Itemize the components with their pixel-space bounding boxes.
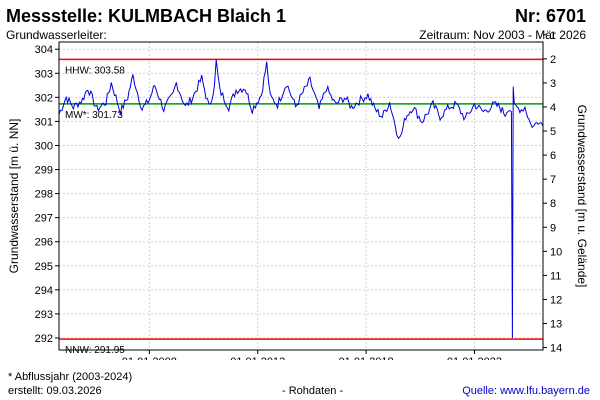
reference-label: NNW: 291.95 (65, 345, 125, 356)
y-tick-label: 295 (35, 261, 53, 273)
y-tick-label: 301 (35, 116, 53, 128)
y-tick-label: 300 (35, 140, 53, 152)
y-right-tick-label: 7 (550, 174, 556, 186)
chart-axes: 2922932942952962972982993003013023033041… (35, 30, 563, 360)
station-title: Messstelle: KULMBACH Blaich 1 (6, 6, 287, 26)
plot-frame (58, 41, 544, 351)
y-tick-label: 297 (35, 213, 53, 225)
source-label: Quelle: (462, 385, 498, 397)
y-tick-label: 292 (35, 333, 53, 345)
created-date: erstellt: 09.03.2026 (8, 385, 102, 397)
data-series (58, 59, 544, 339)
y-right-tick-label: 4 (550, 102, 556, 114)
y-right-tick-label: 3 (550, 78, 556, 90)
y-right-tick-label: 6 (550, 150, 556, 162)
x-tick-label: 01.01.2018 (339, 356, 394, 360)
y-right-tick-label: 5 (550, 126, 556, 138)
y-tick-label: 304 (35, 44, 53, 56)
y-tick-label: 294 (35, 285, 53, 297)
y-right-tick-label: 13 (550, 319, 562, 331)
y-tick-label: 293 (35, 309, 53, 321)
y-right-tick-label: 10 (550, 246, 562, 258)
source-link[interactable]: www.lfu.bayern.de (500, 385, 590, 397)
x-tick-label: 01.01.2008 (122, 356, 177, 360)
reference-lines: HHW: 303.58 MW*: 301.73 NNW: 291.95 (59, 58, 543, 356)
reference-label: MW*: 301.73 (65, 110, 123, 121)
aquifer-label: Grundwasserleiter: (6, 28, 107, 42)
chart-grid (59, 42, 543, 350)
y-right-tick-label: 1 (550, 30, 556, 42)
y-tick-label: 302 (35, 92, 53, 104)
y-tick-label: 299 (35, 165, 53, 177)
y-axis-right-label: Grundwasserstand [m u. Gelände] (575, 105, 589, 288)
y-right-tick-label: 9 (550, 222, 556, 234)
y-tick-label: 303 (35, 68, 53, 80)
footnote: * Abflussjahr (2003-2024) (8, 371, 133, 383)
y-right-tick-label: 2 (550, 54, 556, 66)
y-axis-label: Grundwasserstand [m ü. NN] (7, 119, 21, 274)
y-tick-label: 298 (35, 189, 53, 201)
x-tick-label: 01.01.2023 (447, 356, 502, 360)
rawdata-label: - Rohdaten - (282, 385, 344, 397)
groundwater-level-line (58, 59, 544, 339)
y-right-tick-label: 14 (550, 343, 562, 355)
source: Quelle: www.lfu.bayern.de (462, 385, 590, 397)
x-tick-label: 01.01.2013 (230, 356, 285, 360)
y-right-tick-label: 8 (550, 198, 556, 210)
station-number: Nr: 6701 (514, 6, 586, 26)
reference-label: HHW: 303.58 (65, 65, 125, 76)
y-right-tick-label: 11 (550, 270, 561, 282)
y-tick-label: 296 (35, 237, 53, 249)
y-right-tick-label: 12 (550, 294, 562, 306)
period-label: Zeitraum: Nov 2003 - Mär 2026 (419, 28, 586, 42)
